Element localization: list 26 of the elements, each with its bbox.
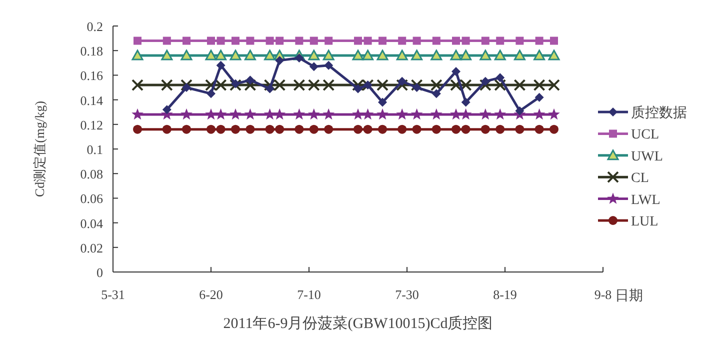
text: 2011年6-9月份菠菜(GBW10015)Cd质控图 [223,315,493,332]
x-axis-title: 日期 [615,288,643,304]
legend-label: UCL [631,128,659,143]
x-tick-label: 8-19 [493,287,517,302]
x-tick-label: 5-31 [101,287,125,302]
y-tick-label: 0.02 [80,240,103,256]
y-tick-label: 0.06 [80,191,104,206]
y-tick-label: 0.2 [86,19,103,34]
y-tick-label: 0.12 [80,117,103,132]
legend-label: LWL [631,192,660,208]
y-tick-label: 0.14 [80,92,104,108]
x-tick-label: 9-8 [594,287,612,302]
y-tick-label: 0.1 [86,142,103,157]
legend-label: UWL [631,149,663,164]
x-tick-label: 6-20 [199,287,223,302]
y-tick-label: 0.04 [80,216,104,231]
y-tick-label: 0 [96,265,103,280]
legend-label: LUL [631,214,658,230]
y-tick-label: 0.08 [80,166,103,182]
y-tick-label: 0.16 [80,68,104,84]
legend-label: CL [631,171,649,186]
y-axis-title: Cd测定值(mg/kg) [32,100,47,198]
x-tick-label: 7-30 [395,287,419,302]
legend-label: 质控数据 [631,105,687,121]
x-tick-label: 7-10 [297,287,321,302]
y-tick-label: 0.18 [80,44,103,59]
